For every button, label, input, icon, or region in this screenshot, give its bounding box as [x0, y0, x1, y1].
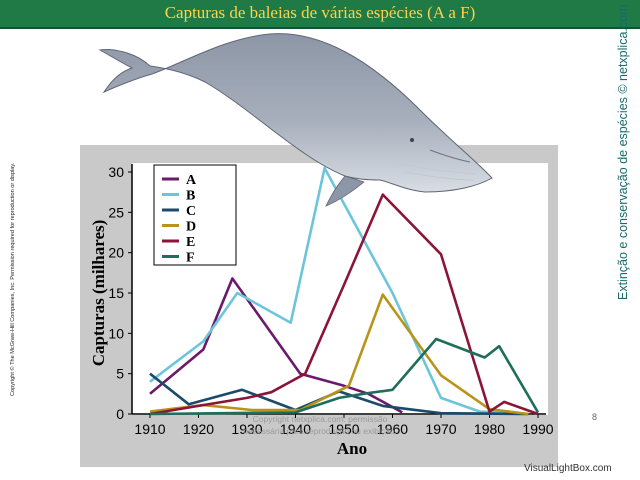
series-line-b — [149, 166, 529, 416]
watermark-line-2: necessária para reprodução ou exibição. — [243, 426, 397, 436]
x-tick-label: 1990 — [522, 421, 553, 437]
y-tick-label: 30 — [108, 164, 124, 180]
whale-catch-chart: 1910 1920 1930 1940 1950 1960 1970 1980 1990 0 5 10… — [89, 163, 554, 458]
x-tick-label: 1910 — [134, 421, 165, 437]
y-tick-label: 15 — [108, 285, 124, 301]
x-tick-label: 1940 — [280, 421, 311, 437]
legend-label-a: A — [186, 173, 197, 188]
page-number: 8 — [592, 412, 598, 422]
legend-label-c: C — [186, 204, 196, 219]
series-line-d — [149, 293, 529, 416]
x-tick-label: 1950 — [328, 421, 359, 437]
chart-panel: 1910 1920 1930 1940 1950 1960 1970 1980 1990 0 5 10… — [80, 145, 558, 467]
y-tick-label: 20 — [108, 245, 124, 261]
watermark-line-1: Copyright netxplica.com: permissão — [252, 414, 388, 424]
legend-label-f: F — [186, 251, 195, 266]
y-tick-label: 10 — [108, 325, 124, 341]
y-tick-label: 5 — [116, 366, 124, 382]
slide-title: Capturas de baleias de várias espécies (… — [164, 3, 476, 22]
series-line-e — [149, 193, 539, 416]
x-tick-label: 1960 — [377, 421, 408, 437]
watermark-notice: Copyright netxplica.com: permissão neces… — [210, 413, 430, 437]
title-bar — [0, 0, 640, 29]
legend-box — [153, 164, 237, 266]
series-line-f — [149, 337, 540, 416]
x-tick-label: 1980 — [474, 421, 505, 437]
x-axis-label: Ano — [337, 439, 367, 458]
y-tick-label: 25 — [108, 204, 124, 220]
y-axis-label: Capturas (milhares) — [89, 220, 108, 367]
legend-label-d: D — [186, 220, 196, 235]
x-tick-label: 1920 — [183, 421, 214, 437]
y-tick-label: 0 — [116, 406, 124, 422]
brand-label: VisualLightBox.com — [524, 463, 612, 474]
x-tick-label: 1930 — [231, 421, 262, 437]
legend-label-e: E — [186, 235, 195, 250]
legend-label-b: B — [186, 189, 195, 204]
x-tick-label: 1970 — [425, 421, 456, 437]
